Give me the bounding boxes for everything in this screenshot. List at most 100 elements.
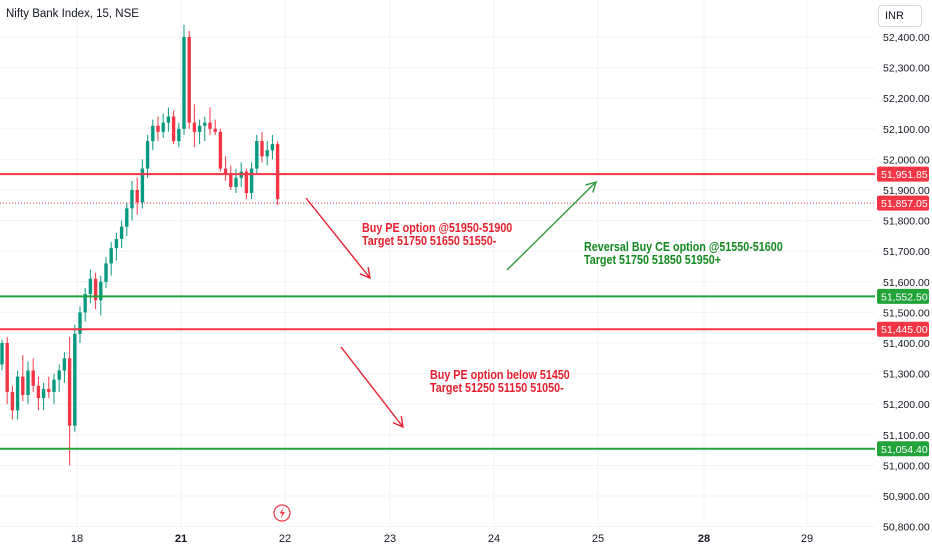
- candle-body: [208, 122, 212, 129]
- candle: [213, 119, 217, 135]
- time-axis[interactable]: 18 21 22 23 24 25 28 29: [71, 533, 813, 545]
- candle: [208, 107, 212, 135]
- candle: [270, 134, 275, 160]
- candle-body: [197, 125, 202, 132]
- candle-body: [171, 116, 176, 142]
- annotation-buy-pe-1[interactable]: Buy PE option @51950-51900 Target 51750 …: [362, 222, 512, 248]
- candle: [192, 104, 197, 148]
- down-arrow-2[interactable]: [340, 346, 404, 429]
- price-tag-label: 51,951.85: [881, 169, 928, 181]
- candle-body: [255, 141, 259, 169]
- candle-body: [213, 128, 217, 132]
- price-tick-label: 51,100.00: [883, 430, 930, 442]
- candle: [31, 358, 35, 392]
- candle: [218, 128, 223, 172]
- candle: [67, 336, 72, 466]
- arrow-head: [392, 416, 404, 429]
- price-tick-label: 52,000.00: [883, 154, 930, 166]
- price-tick-label: 51,900.00: [883, 185, 930, 197]
- candle-body: [62, 358, 67, 371]
- date-tick-label: 24: [488, 533, 500, 545]
- annotation-buy-pe-2[interactable]: Buy PE option below 51450 Target 51250 5…: [430, 369, 570, 395]
- candle: [197, 119, 202, 145]
- candle-body: [192, 122, 197, 132]
- price-tick-label: 51,200.00: [883, 399, 930, 411]
- candle: [114, 232, 119, 261]
- candle: [15, 370, 20, 420]
- candle-body: [83, 294, 87, 313]
- candle: [21, 355, 25, 402]
- price-axis[interactable]: 52,400.00 52,300.00 52,200.00 52,100.00 52,0…: [883, 32, 930, 534]
- dividend-event-icon[interactable]: [273, 504, 291, 522]
- candle: [145, 134, 150, 178]
- candle-body: [270, 144, 275, 151]
- candle: [88, 269, 93, 304]
- candle: [151, 119, 155, 151]
- candle: [41, 382, 46, 411]
- candle: [93, 272, 98, 310]
- candle-body: [161, 122, 165, 132]
- price-tag-bg: [877, 441, 929, 457]
- annotation-line: Target 51750 51850 51950+: [584, 253, 721, 267]
- candle-body: [187, 37, 191, 123]
- price-tick-label: 51,500.00: [883, 307, 930, 319]
- candle-body: [260, 141, 264, 157]
- currency-button[interactable]: INR: [878, 5, 922, 27]
- candle: [26, 361, 30, 405]
- candle-body: [130, 190, 134, 209]
- candle-body: [21, 376, 25, 396]
- candle-body: [151, 125, 155, 142]
- candle-body: [145, 141, 150, 169]
- arrow-head: [585, 180, 598, 193]
- candle: [104, 257, 108, 288]
- candle-body: [57, 370, 61, 380]
- price-level-lines[interactable]: [0, 173, 875, 450]
- candle: [203, 116, 207, 142]
- candle: [265, 141, 269, 166]
- candle: [166, 107, 171, 132]
- candle: [119, 220, 124, 249]
- price-tag: 51,857.05: [877, 195, 929, 211]
- up-arrow[interactable]: [506, 180, 598, 271]
- down-arrow-1[interactable]: [305, 197, 371, 280]
- candle: [47, 376, 51, 399]
- date-tick-label: 21: [175, 533, 187, 545]
- price-tick-label: 52,100.00: [883, 124, 930, 136]
- candle: [182, 24, 186, 135]
- candle: [5, 336, 9, 405]
- price-tick-label: 51,800.00: [883, 216, 930, 228]
- candles: [0, 24, 280, 466]
- candle-body: [140, 168, 145, 203]
- price-tick-label: 51,300.00: [883, 369, 930, 381]
- candle-body: [249, 168, 254, 194]
- candle: [73, 324, 77, 432]
- candle: [130, 180, 134, 221]
- annotation-reversal-buy-ce[interactable]: Reversal Buy CE option @51550-51600 Targ…: [584, 241, 783, 267]
- date-tick-label: 22: [279, 533, 291, 545]
- price-tag-bg: [877, 195, 929, 211]
- date-tick-label: 25: [592, 533, 604, 545]
- candle: [83, 287, 87, 322]
- price-tag-bg: [877, 166, 929, 182]
- price-tag-bg: [877, 321, 929, 337]
- candle: [78, 306, 82, 343]
- candle: [62, 352, 67, 383]
- price-tag: 51,054.40: [877, 441, 929, 457]
- candle-body: [114, 238, 119, 249]
- arrow-shaft: [506, 181, 597, 271]
- candle-body: [156, 125, 160, 132]
- price-tag-bg: [877, 288, 929, 304]
- candle-body: [218, 131, 223, 169]
- candle-body: [104, 263, 108, 282]
- candle-body: [125, 208, 129, 227]
- candle-body: [47, 388, 51, 392]
- candle: [161, 113, 165, 138]
- candle: [0, 339, 4, 371]
- candle: [171, 110, 176, 145]
- price-tick-label: 51,700.00: [883, 246, 930, 258]
- arrow-shaft: [305, 197, 371, 279]
- candle: [57, 364, 61, 392]
- trend-arrows[interactable]: [305, 180, 598, 429]
- candle-body: [244, 171, 249, 194]
